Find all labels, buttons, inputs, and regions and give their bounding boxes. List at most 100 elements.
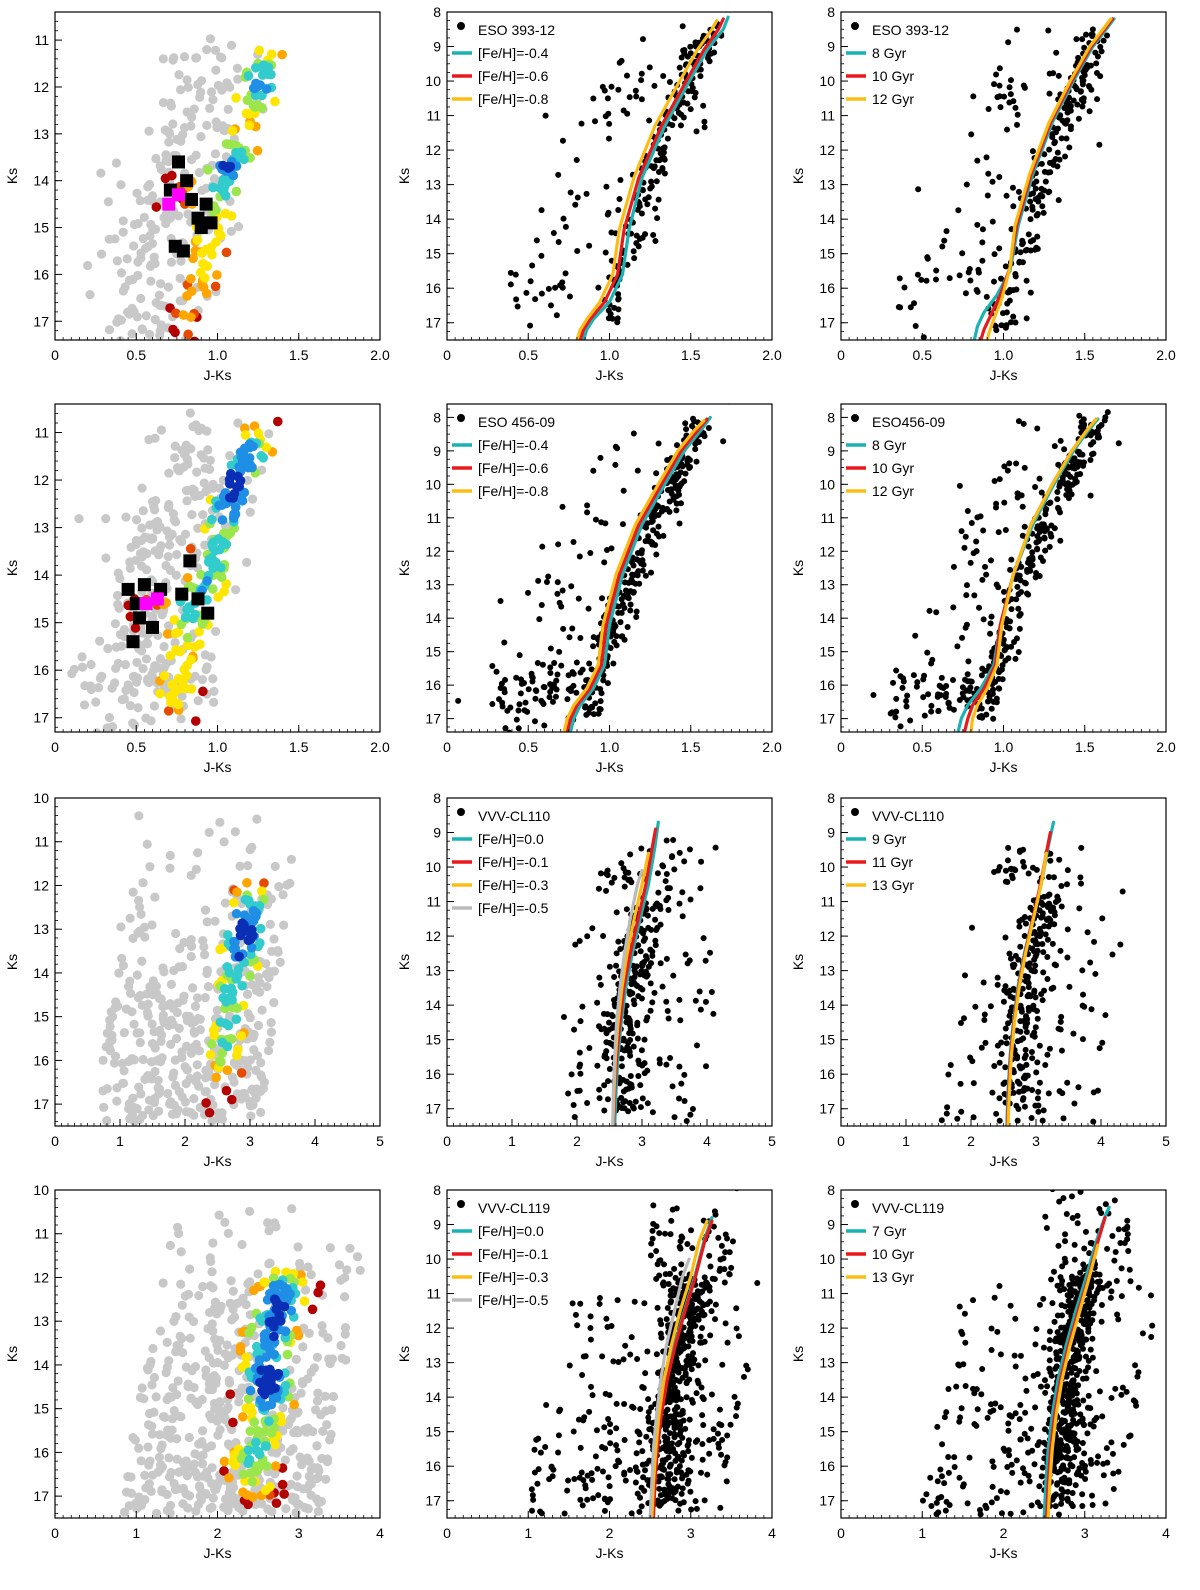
field-star bbox=[119, 694, 130, 704]
star-point bbox=[975, 266, 982, 273]
star-point bbox=[981, 1017, 988, 1024]
field-star bbox=[154, 1084, 165, 1094]
star-point bbox=[710, 1010, 717, 1017]
x-tick-label: 0 bbox=[443, 347, 451, 363]
field-star bbox=[209, 697, 219, 708]
star-point bbox=[538, 290, 545, 297]
bhb-black-square bbox=[172, 155, 185, 169]
field-star bbox=[208, 95, 218, 105]
star-point bbox=[1042, 547, 1049, 554]
isochrone-line bbox=[562, 419, 706, 732]
star-point bbox=[626, 1100, 633, 1107]
member-star bbox=[159, 670, 170, 681]
star-point bbox=[979, 576, 986, 583]
star-point bbox=[998, 275, 1005, 282]
star-point bbox=[1058, 882, 1065, 889]
field-star bbox=[170, 1080, 181, 1091]
star-point bbox=[1023, 277, 1030, 284]
field-star bbox=[186, 121, 196, 131]
star-point bbox=[638, 1047, 645, 1054]
field-star bbox=[121, 512, 131, 522]
star-point bbox=[676, 483, 683, 490]
star-point bbox=[1031, 1033, 1038, 1040]
star-point bbox=[1064, 1079, 1071, 1086]
y-tick-label: 12 bbox=[425, 142, 441, 158]
member-star bbox=[236, 1068, 247, 1078]
star-point bbox=[615, 609, 622, 616]
star-point bbox=[681, 858, 688, 865]
legend-dot bbox=[851, 22, 859, 30]
legend-label: ESO 393-12 bbox=[872, 22, 949, 38]
star-point bbox=[1073, 36, 1080, 43]
star-point bbox=[1064, 926, 1071, 933]
star-point bbox=[560, 1013, 567, 1020]
field-star bbox=[125, 976, 135, 986]
star-point bbox=[701, 118, 708, 125]
plot-area bbox=[82, 34, 287, 365]
star-point bbox=[1094, 1087, 1101, 1094]
field-star bbox=[150, 1093, 160, 1104]
star-point bbox=[597, 454, 604, 461]
star-point bbox=[1038, 914, 1045, 921]
member-star bbox=[173, 627, 184, 637]
star-point bbox=[638, 845, 645, 852]
plot-area bbox=[67, 408, 283, 732]
star-point bbox=[1016, 918, 1023, 925]
field-star bbox=[186, 941, 197, 952]
field-star bbox=[193, 79, 203, 90]
field-star bbox=[102, 356, 111, 365]
star-point bbox=[620, 865, 627, 872]
bhb-black-square bbox=[199, 197, 213, 211]
isochrone-line bbox=[969, 417, 1098, 732]
star-point bbox=[962, 290, 969, 297]
star-point bbox=[1051, 912, 1058, 919]
member-star bbox=[226, 460, 237, 471]
star-point bbox=[663, 870, 670, 877]
star-point bbox=[915, 186, 922, 193]
star-point bbox=[1032, 484, 1039, 491]
field-star bbox=[117, 1058, 127, 1069]
field-star bbox=[278, 890, 288, 900]
star-point bbox=[686, 846, 693, 853]
x-tick-label: 1.5 bbox=[681, 739, 701, 755]
star-point bbox=[963, 582, 970, 589]
star-point bbox=[1027, 216, 1034, 223]
member-star bbox=[183, 329, 193, 340]
bhb-black-square bbox=[121, 582, 135, 596]
star-point bbox=[996, 1095, 1003, 1102]
star-point bbox=[679, 913, 686, 920]
field-star bbox=[267, 946, 277, 957]
star-point bbox=[1041, 168, 1048, 175]
isochrones bbox=[1005, 820, 1056, 1126]
star-point bbox=[1029, 148, 1036, 155]
field-star bbox=[119, 1066, 129, 1076]
star-point bbox=[1015, 418, 1022, 425]
star-point bbox=[1027, 993, 1034, 1000]
star-point bbox=[1030, 237, 1037, 244]
star-point bbox=[921, 712, 928, 719]
isochrones bbox=[611, 820, 660, 1126]
star-point bbox=[502, 725, 509, 732]
star-point bbox=[676, 849, 683, 856]
star-point bbox=[615, 206, 622, 213]
y-tick-label: 10 bbox=[425, 73, 441, 89]
field-star bbox=[193, 696, 203, 706]
cmd-panel-6: 0 0.5 1.0 1.5 2.0891011121314151617J-KsKsESO… bbox=[790, 403, 1176, 775]
star-point bbox=[954, 643, 961, 650]
star-point bbox=[1036, 907, 1043, 914]
star-point bbox=[1004, 467, 1011, 474]
y-tick-label: 15 bbox=[33, 220, 49, 236]
star-point bbox=[1050, 70, 1057, 77]
star-point bbox=[920, 694, 927, 701]
star-point bbox=[648, 183, 655, 190]
member-star bbox=[186, 312, 196, 322]
field-star bbox=[147, 611, 158, 621]
x-tick-label: 0.5 bbox=[519, 347, 539, 363]
field-star bbox=[111, 997, 121, 1007]
star-point bbox=[1087, 456, 1094, 463]
star-point bbox=[657, 150, 664, 157]
field-star bbox=[170, 441, 180, 451]
field-star bbox=[189, 341, 198, 350]
field-star bbox=[256, 1058, 266, 1068]
